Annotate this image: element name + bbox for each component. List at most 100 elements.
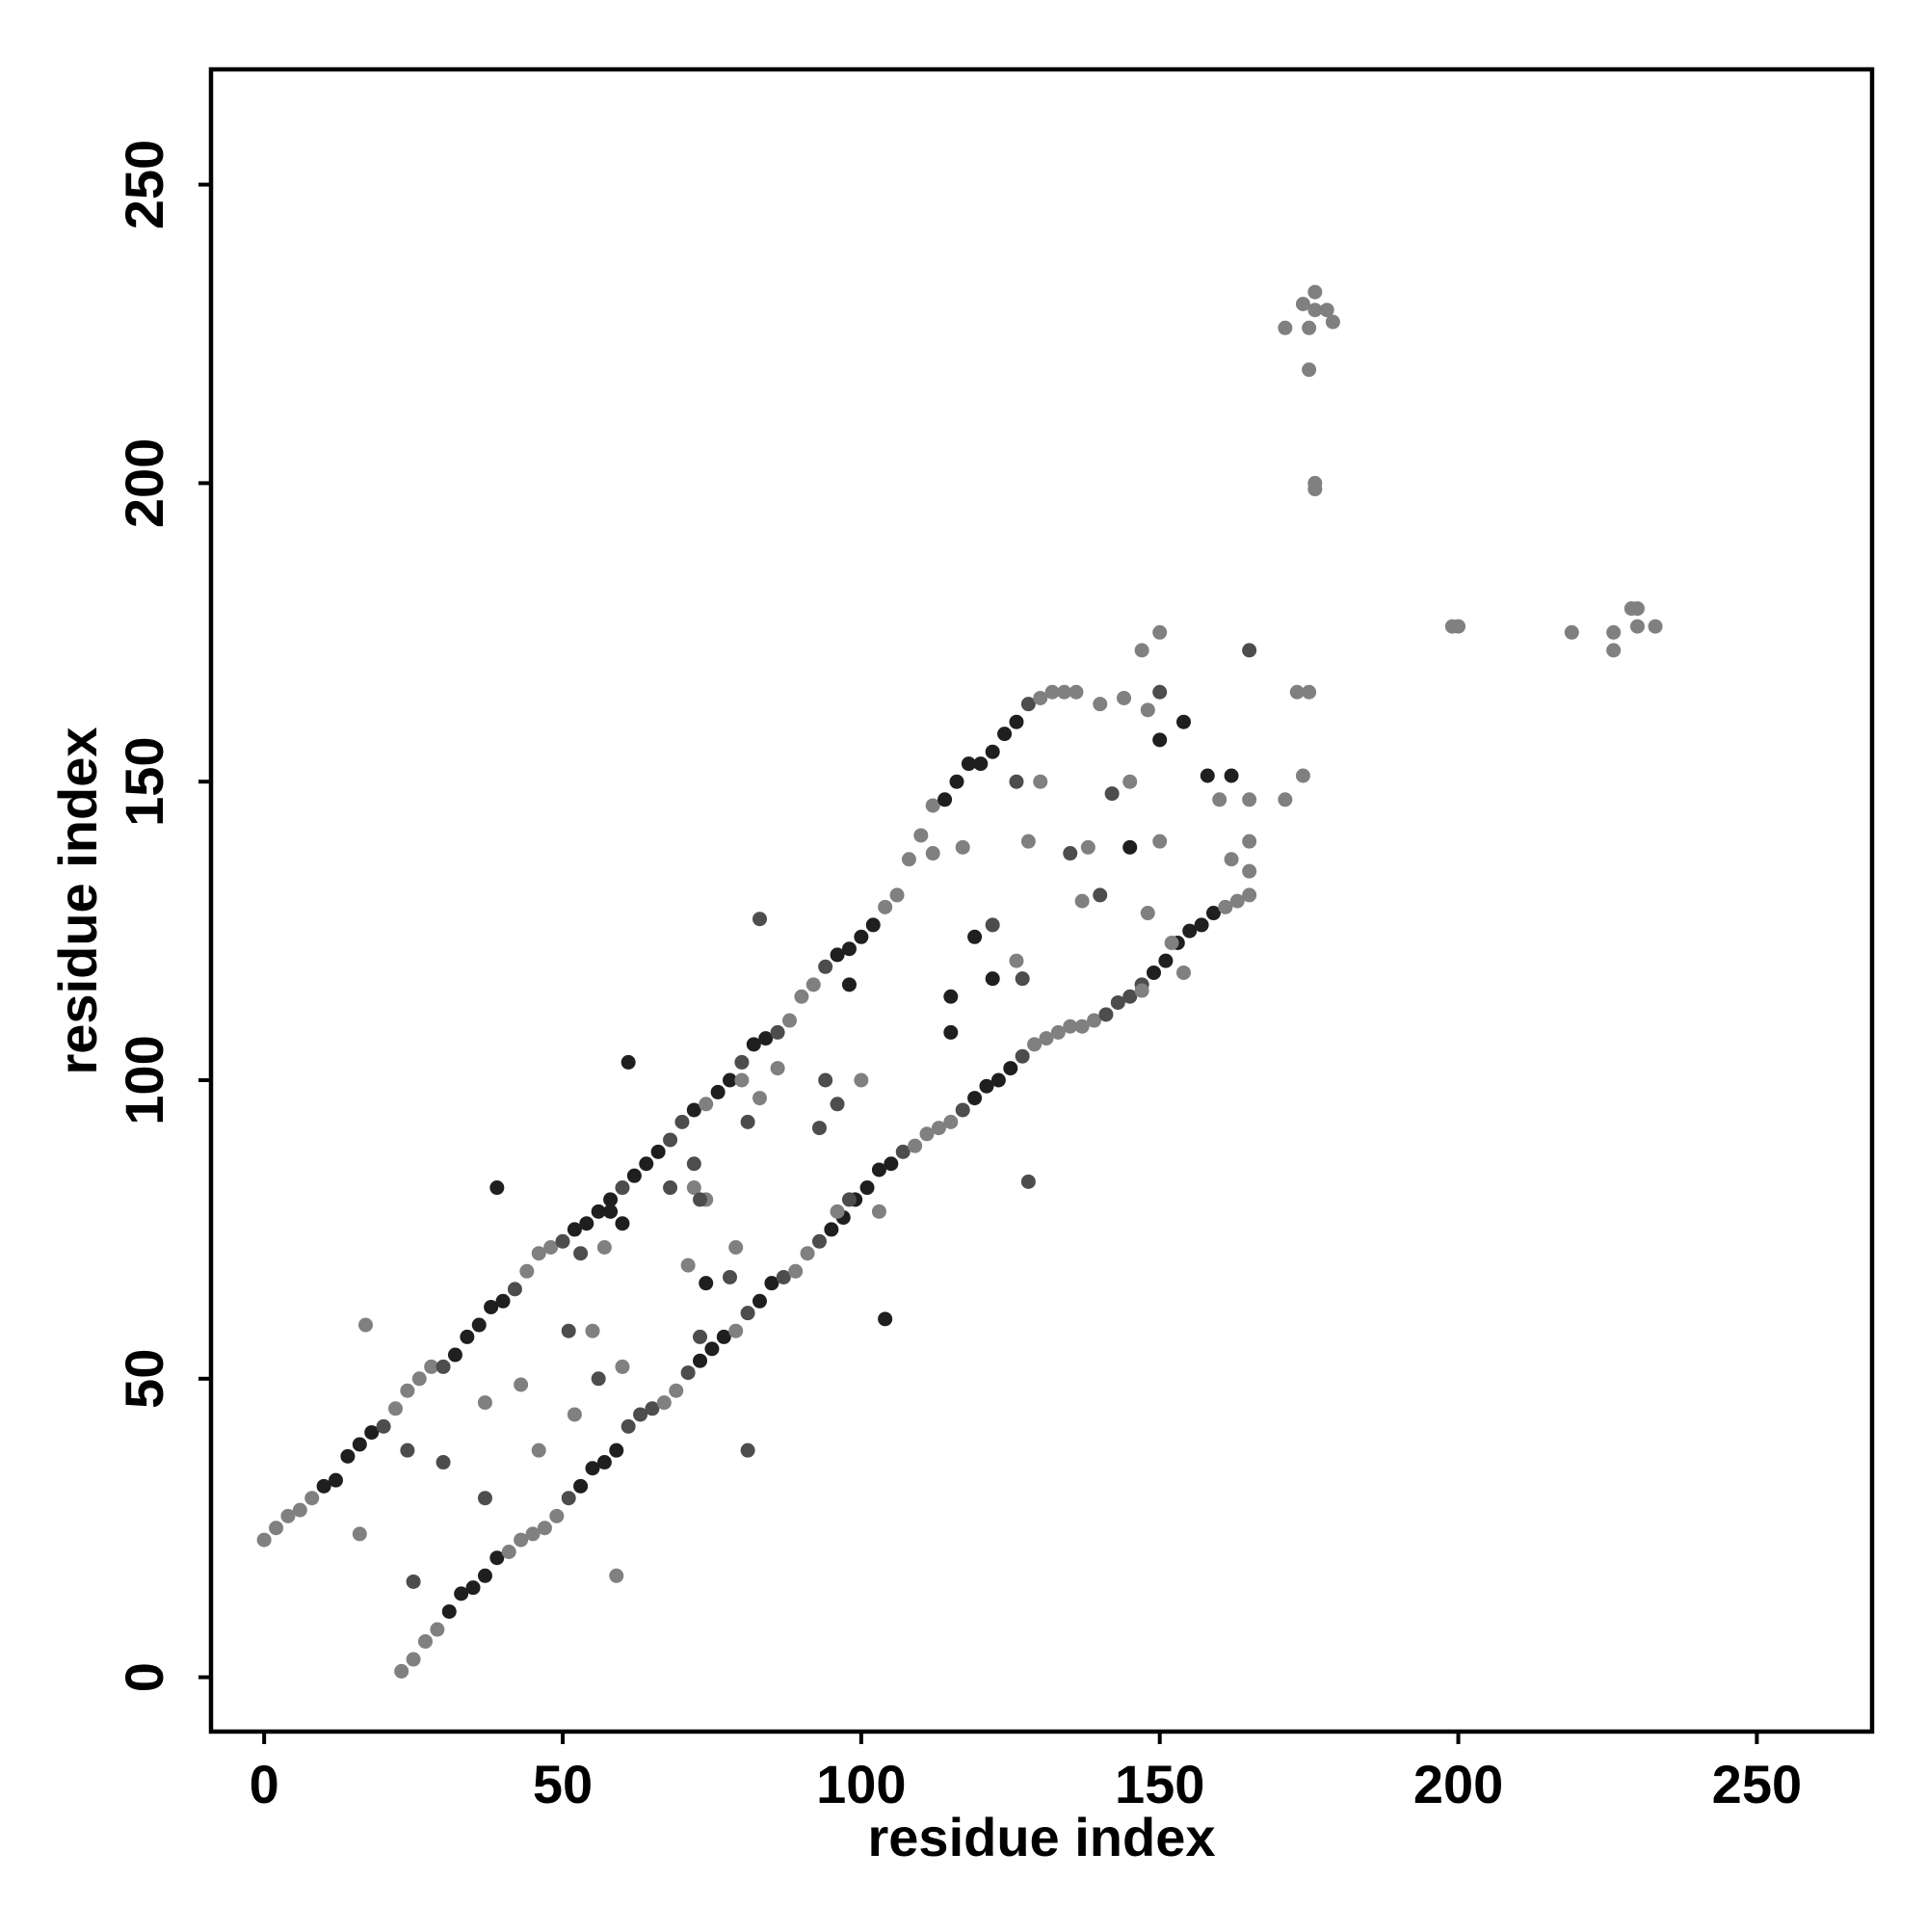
point: [441, 1603, 457, 1619]
point: [561, 1491, 576, 1506]
point: [633, 1407, 648, 1422]
point: [430, 1622, 445, 1637]
point: [531, 1246, 546, 1261]
point: [1098, 1007, 1114, 1022]
point: [1080, 839, 1095, 855]
point: [1451, 619, 1466, 634]
point: [1242, 792, 1257, 807]
x-axis-title: residue index: [867, 1807, 1215, 1867]
point: [985, 744, 1000, 759]
point: [955, 1102, 970, 1118]
point: [436, 1455, 451, 1470]
point: [465, 1580, 481, 1596]
point: [1152, 624, 1168, 640]
point: [859, 1180, 875, 1196]
point: [1027, 1037, 1043, 1052]
point: [937, 792, 953, 807]
point: [752, 1293, 768, 1309]
point: [841, 941, 857, 957]
point: [740, 1306, 755, 1321]
point: [615, 1359, 630, 1374]
point: [417, 1633, 433, 1649]
point: [854, 929, 869, 944]
point: [752, 912, 768, 927]
point: [811, 1121, 827, 1136]
point: [1629, 619, 1645, 634]
point: [973, 756, 989, 772]
point: [1182, 923, 1198, 939]
point: [1242, 643, 1257, 658]
point: [1319, 303, 1334, 318]
point: [561, 1323, 576, 1338]
point: [400, 1442, 415, 1458]
point: [585, 1323, 600, 1338]
y-tick-label: 100: [114, 1035, 174, 1125]
point: [805, 977, 821, 992]
point: [1175, 714, 1191, 729]
point: [1117, 690, 1132, 705]
point: [811, 1233, 827, 1249]
point: [770, 1024, 785, 1040]
point: [758, 1031, 774, 1046]
point: [387, 1401, 403, 1416]
point: [364, 1425, 380, 1441]
point: [1050, 1024, 1066, 1040]
point: [1152, 684, 1168, 700]
point: [925, 798, 940, 813]
point: [645, 1401, 660, 1416]
point: [1063, 846, 1078, 861]
point: [1164, 935, 1179, 950]
point: [358, 1317, 374, 1333]
point: [800, 1246, 815, 1261]
point: [1009, 953, 1024, 968]
point: [1122, 989, 1138, 1004]
point: [871, 1204, 886, 1219]
point: [280, 1508, 296, 1523]
point: [477, 1568, 492, 1583]
point: [514, 1532, 529, 1548]
point: [1093, 887, 1108, 903]
point: [609, 1442, 624, 1458]
point: [699, 1276, 714, 1291]
point: [603, 1192, 619, 1207]
point: [514, 1377, 529, 1392]
point: [573, 1478, 589, 1494]
point: [329, 1472, 344, 1488]
point: [674, 1114, 690, 1129]
point: [943, 1024, 959, 1040]
point: [1087, 1013, 1102, 1028]
point: [1044, 684, 1060, 700]
point: [1152, 732, 1168, 748]
point: [985, 971, 1000, 987]
point: [1629, 601, 1645, 617]
point: [824, 1222, 839, 1237]
point: [549, 1508, 565, 1523]
point: [495, 1293, 511, 1309]
point: [710, 1084, 726, 1099]
point: [454, 1586, 469, 1601]
point: [818, 1072, 833, 1088]
point: [1218, 899, 1233, 914]
point: [1057, 684, 1072, 700]
point: [1229, 893, 1245, 909]
point: [723, 1269, 738, 1284]
point: [764, 1276, 779, 1291]
point: [854, 1072, 869, 1088]
point: [955, 839, 970, 855]
point: [269, 1521, 284, 1536]
point: [740, 1114, 755, 1129]
point: [615, 1216, 630, 1231]
point: [728, 1239, 744, 1255]
point: [489, 1180, 505, 1196]
point: [519, 1263, 535, 1279]
plot-frame: [208, 66, 1875, 1734]
point: [985, 917, 1000, 933]
point: [1224, 768, 1239, 783]
point: [585, 1461, 600, 1476]
point: [1110, 994, 1125, 1010]
point: [537, 1521, 552, 1536]
point: [961, 756, 976, 772]
point: [596, 1455, 612, 1470]
point: [406, 1574, 421, 1589]
point: [901, 852, 916, 867]
